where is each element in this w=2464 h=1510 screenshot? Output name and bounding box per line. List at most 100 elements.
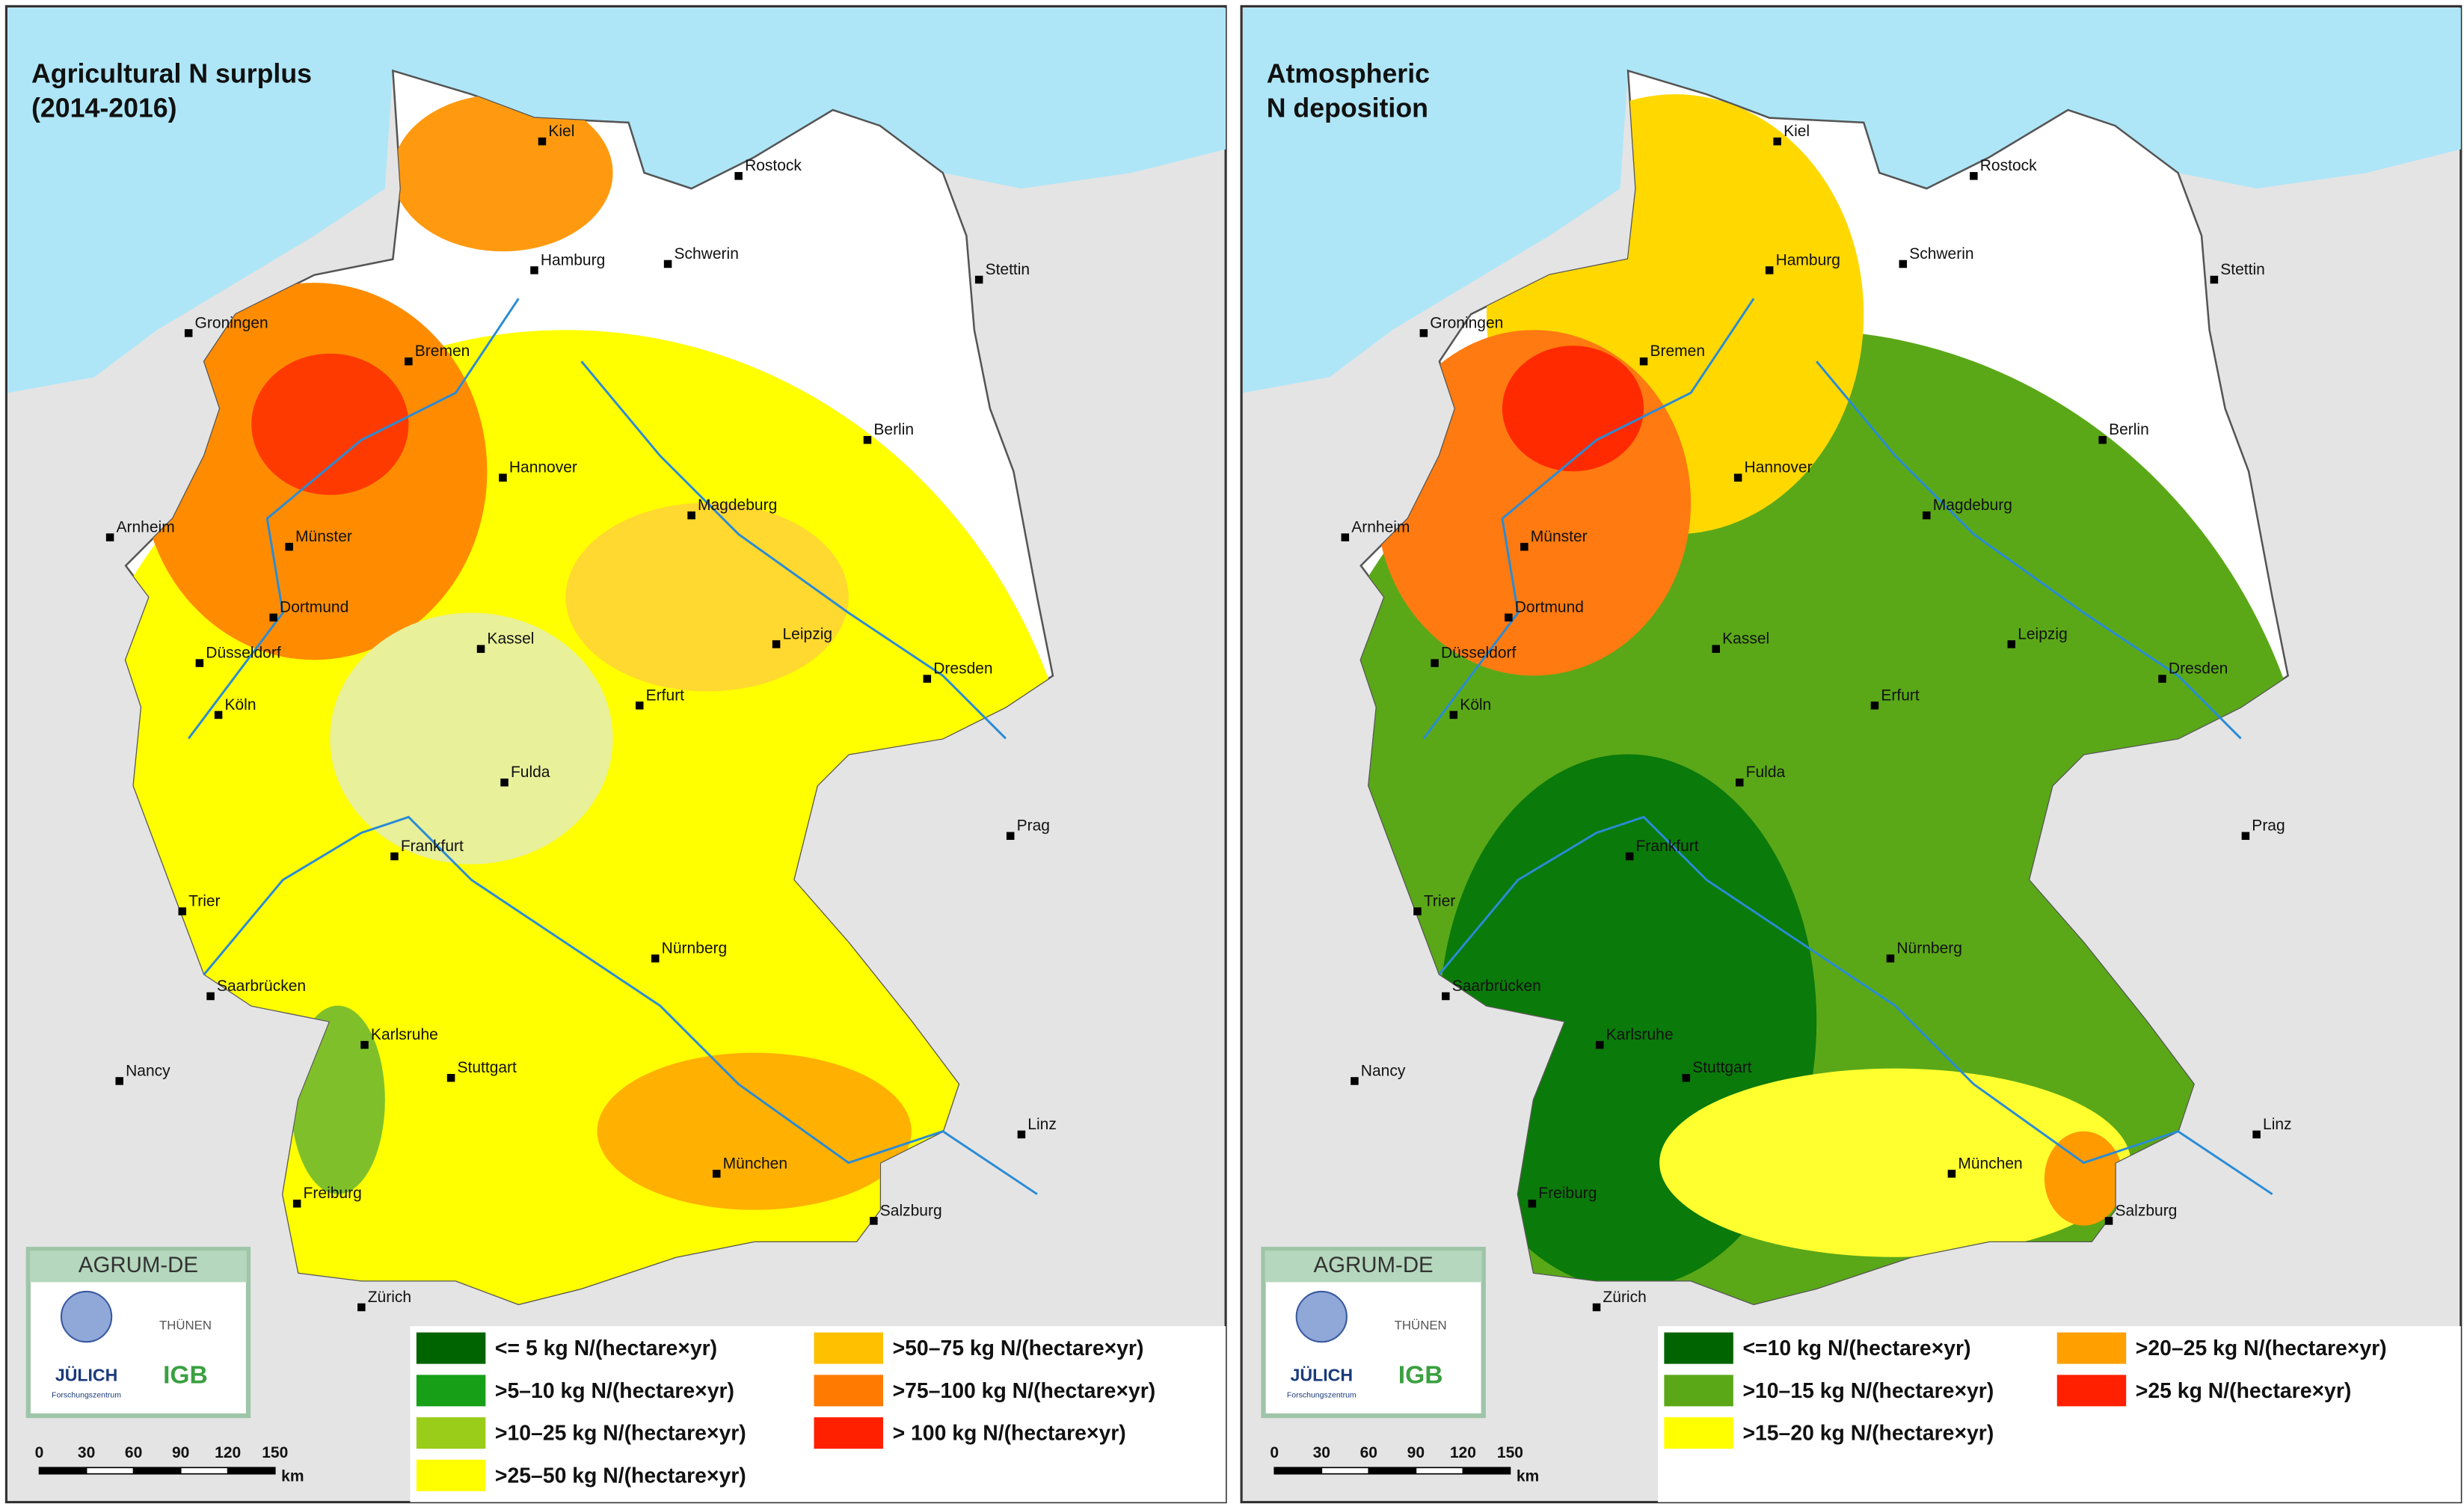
city-label: Berlin xyxy=(873,421,914,438)
legend-swatch xyxy=(1664,1332,1733,1364)
city-label: Frankfurt xyxy=(401,838,464,855)
logo-header xyxy=(29,1250,247,1283)
river xyxy=(1438,815,2273,1195)
city-marker xyxy=(206,992,215,1001)
map-title: Atmospheric xyxy=(1267,58,1430,88)
scale-segment xyxy=(227,1467,276,1475)
city-marker xyxy=(651,954,660,963)
scale-label: 60 xyxy=(125,1444,142,1461)
city-label: Zürich xyxy=(368,1289,411,1306)
legend-swatch xyxy=(1664,1417,1733,1449)
logo-text: IGB xyxy=(1398,1361,1443,1389)
city-marker xyxy=(1625,852,1634,861)
scale-segment xyxy=(38,1467,87,1475)
city-marker xyxy=(446,1073,455,1082)
surface-class-area xyxy=(330,613,613,865)
city-label: Erfurt xyxy=(1881,687,1920,704)
city-marker xyxy=(1592,1303,1601,1312)
surface-class-area xyxy=(251,353,409,495)
city-marker xyxy=(538,137,547,146)
scale-segment xyxy=(1321,1467,1370,1475)
city-label: Prag xyxy=(2252,817,2285,835)
logo-text: AGRUM-DE xyxy=(79,1253,198,1277)
city-marker xyxy=(1735,779,1744,787)
scale-label: 150 xyxy=(262,1444,288,1461)
city-marker xyxy=(1765,266,1774,274)
legend-swatch xyxy=(2056,1375,2127,1407)
city-marker xyxy=(1419,329,1428,337)
city-marker xyxy=(1505,613,1513,622)
city-marker xyxy=(2241,832,2250,840)
river xyxy=(1816,360,2242,740)
city-marker xyxy=(1899,260,1908,268)
city-label: Zürich xyxy=(1603,1289,1646,1306)
city-marker xyxy=(1870,702,1879,710)
city-marker xyxy=(974,275,983,284)
legend-swatch xyxy=(814,1375,883,1407)
city-label: Magdeburg xyxy=(1933,497,2012,514)
city-marker xyxy=(712,1170,721,1178)
legend-label: >25–50 kg N/(hectare×yr) xyxy=(495,1464,746,1488)
city-label: Karlsruhe xyxy=(371,1026,438,1043)
legend-swatch xyxy=(2056,1332,2127,1364)
legend-swatch xyxy=(416,1375,486,1407)
scale-segment xyxy=(1462,1467,1511,1475)
logo-text: Forschungszentrum xyxy=(1287,1390,1357,1399)
legend-swatch xyxy=(814,1332,883,1364)
city-marker xyxy=(870,1217,878,1225)
legend-label: <=10 kg N/(hectare×yr) xyxy=(1742,1336,1970,1360)
scale-label: 0 xyxy=(35,1444,44,1461)
city-label: Berlin xyxy=(2109,421,2149,438)
city-label: Saarbrücken xyxy=(1452,977,1541,995)
city-label: Fulda xyxy=(1746,764,1786,781)
city-label: Arnheim xyxy=(1351,518,1410,535)
city-label: Leipzig xyxy=(2018,625,2068,642)
city-marker xyxy=(269,613,277,622)
city-marker xyxy=(184,329,193,337)
map-title: Agricultural N surplus xyxy=(31,58,312,88)
city-label: Hannover xyxy=(509,459,577,476)
city-marker xyxy=(2007,640,2016,648)
city-marker xyxy=(1733,473,1742,482)
surface-class-area xyxy=(1659,1068,2131,1257)
logo-text: JÜLICH xyxy=(1291,1366,1353,1385)
scale-unit: km xyxy=(281,1467,304,1485)
scale-label: 60 xyxy=(1360,1444,1377,1461)
scale-segment xyxy=(1368,1467,1417,1475)
city-label: Freiburg xyxy=(304,1185,362,1202)
legend-label: >5–10 kg N/(hectare×yr) xyxy=(495,1379,734,1403)
city-label: Bremen xyxy=(415,343,470,360)
map-title: (2014-2016) xyxy=(31,93,177,123)
city-marker xyxy=(105,533,114,541)
city-marker xyxy=(214,711,223,719)
city-marker xyxy=(357,1303,366,1312)
city-label: Nürnberg xyxy=(662,940,728,957)
scale-segment xyxy=(1274,1467,1323,1475)
city-label: Trier xyxy=(1424,892,1455,909)
scale-segment xyxy=(179,1467,229,1475)
city-label: Kassel xyxy=(487,630,534,648)
city-label: Dortmund xyxy=(280,599,348,616)
scale-segment xyxy=(1415,1467,1464,1475)
city-label: Linz xyxy=(2263,1116,2292,1133)
city-label: Köln xyxy=(225,696,256,713)
city-marker xyxy=(1773,137,1781,146)
logo-text: Forschungszentrum xyxy=(52,1390,121,1399)
logo-emblem xyxy=(1295,1290,1348,1343)
logo-text: THÜNEN xyxy=(159,1319,212,1333)
city-label: Kiel xyxy=(548,123,574,140)
city-label: Karlsruhe xyxy=(1606,1026,1674,1043)
germany-fill xyxy=(126,94,1053,1304)
city-label: Stuttgart xyxy=(458,1059,517,1076)
city-label: Düsseldorf xyxy=(206,645,281,662)
legend-swatch xyxy=(814,1417,883,1449)
logo-text: JÜLICH xyxy=(55,1366,117,1385)
scale-label: 90 xyxy=(1407,1444,1425,1461)
city-marker xyxy=(1431,659,1439,667)
city-marker xyxy=(863,436,872,444)
city-label: Stettin xyxy=(986,261,1030,278)
city-marker xyxy=(1947,1170,1956,1178)
legend-label: <= 5 kg N/(hectare×yr) xyxy=(495,1336,717,1360)
logo-box: AGRUM-DE THÜNEN JÜLICH Forschungszentrum IGB xyxy=(25,1247,251,1419)
